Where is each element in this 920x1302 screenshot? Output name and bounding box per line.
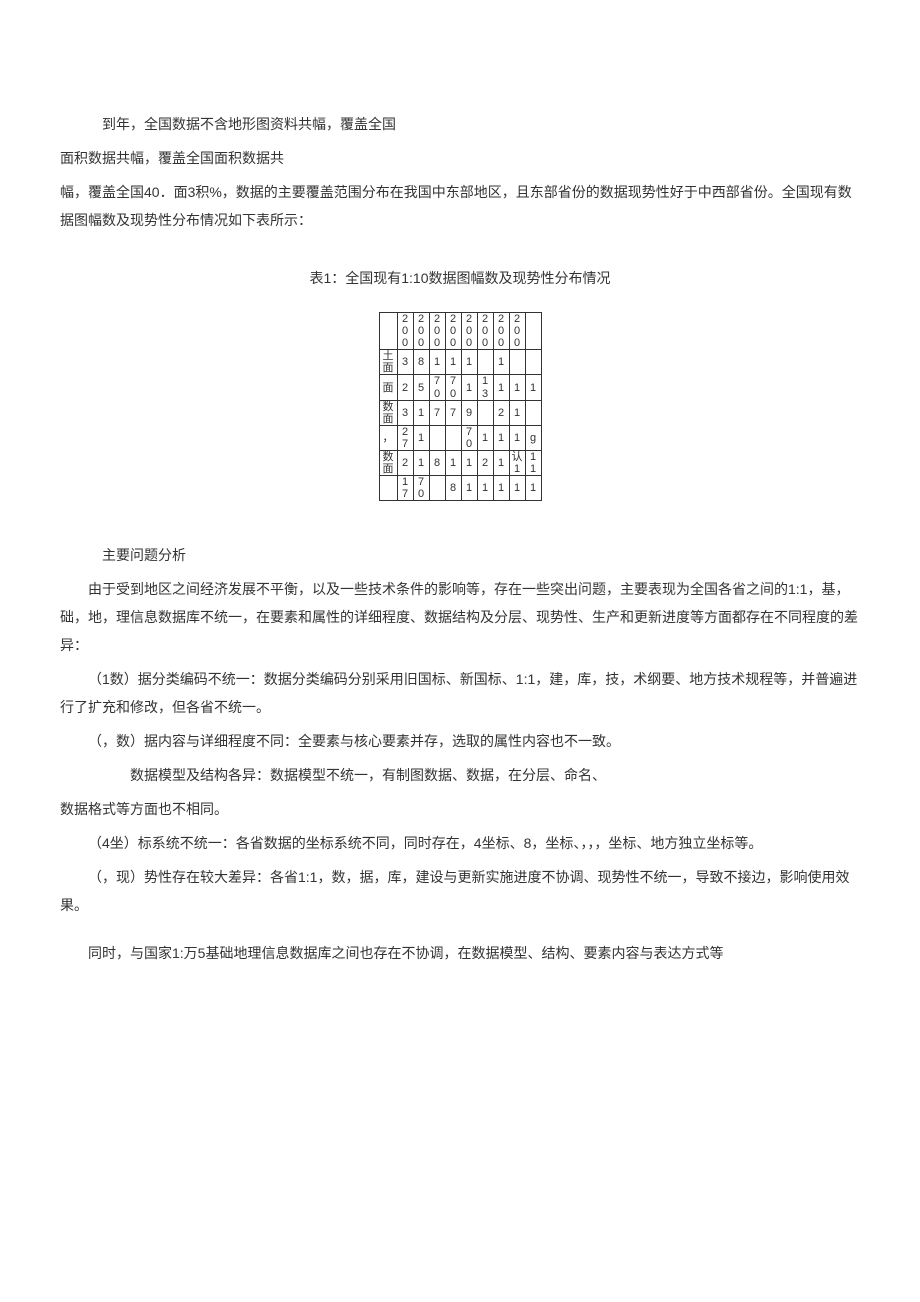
table-cell: 1 xyxy=(509,375,525,400)
table-cell xyxy=(379,476,397,501)
table-cell: 面 xyxy=(379,375,397,400)
table-cell: 5 xyxy=(413,375,429,400)
table-row: 1 7 7 0 8 1 1 1 1 1 xyxy=(379,476,541,501)
table-cell: 数 面 xyxy=(379,451,397,476)
table-row: 2 0 0 2 0 0 2 0 0 2 0 0 2 0 0 2 0 0 2 0 … xyxy=(379,313,541,350)
table-row: 面 2 5 7 0 7 0 1 1 3 1 1 1 xyxy=(379,375,541,400)
table-cell: 2 0 0 xyxy=(493,313,509,350)
table-cell xyxy=(445,425,461,450)
table-cell: 1 xyxy=(413,451,429,476)
table-cell: 1 3 xyxy=(477,375,493,400)
table-cell xyxy=(429,476,445,501)
table-cell: 1 xyxy=(461,451,477,476)
table-cell: 2 0 0 xyxy=(429,313,445,350)
table-cell: 2 xyxy=(477,451,493,476)
table-cell: 7 xyxy=(445,400,461,425)
table-cell: 9 xyxy=(461,400,477,425)
table-cell xyxy=(429,425,445,450)
table-cell: 1 xyxy=(461,350,477,375)
table-cell: 1 xyxy=(525,375,541,400)
table-cell: 8 xyxy=(445,476,461,501)
paragraph-2: 由于受到地区之间经济发展不平衡，以及一些技术条件的影响等，存在一些突出问题，主要… xyxy=(60,575,860,659)
table-cell: 7 xyxy=(429,400,445,425)
table-cell: 3 xyxy=(397,400,413,425)
table-cell xyxy=(509,350,525,375)
table-cell: 3 xyxy=(397,350,413,375)
table-cell: 1 xyxy=(509,400,525,425)
table-cell: 1 xyxy=(493,451,509,476)
table-cell: g xyxy=(525,425,541,450)
table-cell: 2 7 xyxy=(397,425,413,450)
paragraph-1-line-1: 到年，全国数据不含地形图资料共幅，覆盖全国 xyxy=(60,110,860,138)
table-cell: 7 0 xyxy=(429,375,445,400)
table-cell xyxy=(525,400,541,425)
table-cell xyxy=(477,350,493,375)
table-cell: 7 0 xyxy=(413,476,429,501)
list-item-5: （，现）势性存在较大差异：各省1:1，数，据，库，建设与更新实施进度不协调、现势… xyxy=(60,863,860,919)
table-cell: 1 xyxy=(493,425,509,450)
table-row: 数 面 3 1 7 7 9 2 1 xyxy=(379,400,541,425)
list-item-4: （4坐）标系统不统一：各省数据的坐标系统不同，同时存在，4坐标、8，坐标、，，，… xyxy=(60,829,860,857)
table-cell: 2 0 0 xyxy=(413,313,429,350)
table-cell xyxy=(477,400,493,425)
table-cell: 7 0 xyxy=(461,425,477,450)
table-cell xyxy=(525,350,541,375)
table-cell: 数 面 xyxy=(379,400,397,425)
table-cell: 2 0 0 xyxy=(509,313,525,350)
table-cell: 1 xyxy=(477,425,493,450)
table-cell: 1 xyxy=(493,476,509,501)
list-item-3-line-1: 数据模型及结构各异：数据模型不统一，有制图数据、数据，在分层、命名、 xyxy=(60,761,860,789)
table-row: 土 面 3 8 1 1 1 1 xyxy=(379,350,541,375)
table-cell: 1 xyxy=(493,350,509,375)
table-cell: 1 xyxy=(429,350,445,375)
data-table: 2 0 0 2 0 0 2 0 0 2 0 0 2 0 0 2 0 0 2 0 … xyxy=(379,312,542,501)
table-cell: 2 xyxy=(397,451,413,476)
table-row: 数 面 2 1 8 1 1 2 1 认 1 1 1 xyxy=(379,451,541,476)
table-cell xyxy=(525,313,541,350)
list-item-2: （，数）据内容与详细程度不同：全要素与核心要素并存，选取的属性内容也不一致。 xyxy=(60,727,860,755)
table-cell: 1 xyxy=(461,476,477,501)
table-cell: 土 面 xyxy=(379,350,397,375)
table-cell: 7 0 xyxy=(445,375,461,400)
table-cell: 2 0 0 xyxy=(397,313,413,350)
paragraph-3: 同时，与国家1:万5基础地理信息数据库之间也存在不协调，在数据模型、结构、要素内… xyxy=(60,939,860,967)
table-cell: 1 xyxy=(413,425,429,450)
table-cell: 1 xyxy=(445,350,461,375)
table-cell: 8 xyxy=(413,350,429,375)
table-cell: 8 xyxy=(429,451,445,476)
paragraph-1-line-2: 面积数据共幅，覆盖全国面积数据共 xyxy=(60,144,860,172)
table-cell: 2 0 0 xyxy=(445,313,461,350)
list-item-1: （1数）据分类编码不统一：数据分类编码分别采用旧国标、新国标、1:1，建，库，技… xyxy=(60,665,860,721)
table-cell: 1 xyxy=(413,400,429,425)
table-cell: 2 xyxy=(493,400,509,425)
table-cell xyxy=(379,313,397,350)
paragraph-1-line-3: 幅，覆盖全国40．面3积%，数据的主要覆盖范围分布在我国中东部地区，且东部省份的… xyxy=(60,178,860,234)
table-container: 2 0 0 2 0 0 2 0 0 2 0 0 2 0 0 2 0 0 2 0 … xyxy=(60,312,860,501)
table-cell: 1 xyxy=(445,451,461,476)
table-row: ， 2 7 1 7 0 1 1 1 g xyxy=(379,425,541,450)
table-caption: 表1：全国现有1:10数据图幅数及现势性分布情况 xyxy=(60,264,860,292)
table-cell: 1 xyxy=(509,476,525,501)
table-cell: ， xyxy=(379,425,397,450)
table-cell: 1 xyxy=(509,425,525,450)
table-cell: 2 0 0 xyxy=(461,313,477,350)
table-cell: 1 7 xyxy=(397,476,413,501)
table-cell: 认 1 xyxy=(509,451,525,476)
table-cell: 1 xyxy=(493,375,509,400)
table-cell: 1 xyxy=(461,375,477,400)
table-cell: 1 xyxy=(525,476,541,501)
table-cell: 2 xyxy=(397,375,413,400)
table-cell: 1 1 xyxy=(525,451,541,476)
section-title: 主要问题分析 xyxy=(60,541,860,569)
list-item-3-line-2: 数据格式等方面也不相同。 xyxy=(60,795,860,823)
table-cell: 1 xyxy=(477,476,493,501)
table-cell: 2 0 0 xyxy=(477,313,493,350)
